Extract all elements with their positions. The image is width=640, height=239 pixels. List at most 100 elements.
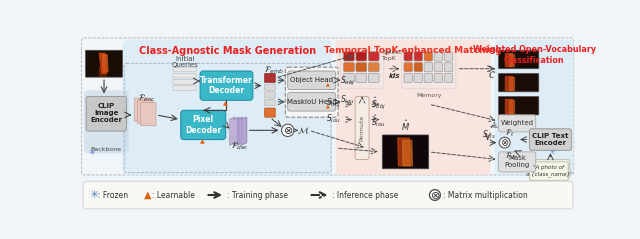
Text: ✳: ✳ — [549, 150, 555, 155]
Text: ✳: ✳ — [89, 190, 99, 200]
Text: $\mathcal{F}_{enc}$: $\mathcal{F}_{enc}$ — [138, 92, 156, 104]
Polygon shape — [230, 117, 235, 145]
FancyBboxPatch shape — [140, 103, 156, 126]
FancyBboxPatch shape — [424, 73, 433, 83]
Text: $S_{iou}$: $S_{iou}$ — [340, 93, 355, 106]
FancyBboxPatch shape — [434, 52, 443, 61]
FancyBboxPatch shape — [336, 39, 491, 175]
FancyBboxPatch shape — [499, 115, 536, 132]
FancyBboxPatch shape — [444, 73, 452, 83]
FancyBboxPatch shape — [424, 52, 433, 61]
FancyBboxPatch shape — [83, 181, 573, 209]
FancyBboxPatch shape — [173, 67, 196, 72]
FancyBboxPatch shape — [499, 50, 539, 69]
Text: "A photo of
a {class_name}": "A photo of a {class_name}" — [525, 165, 572, 177]
Text: ▲: ▲ — [326, 82, 330, 87]
Text: Object Head: Object Head — [290, 77, 333, 83]
Polygon shape — [241, 117, 246, 145]
FancyBboxPatch shape — [414, 52, 422, 61]
FancyBboxPatch shape — [264, 84, 275, 90]
Text: CLIP Text
Encoder: CLIP Text Encoder — [532, 133, 569, 146]
FancyBboxPatch shape — [285, 67, 338, 117]
FancyBboxPatch shape — [134, 98, 150, 121]
FancyBboxPatch shape — [404, 63, 412, 72]
FancyBboxPatch shape — [368, 52, 379, 61]
Text: $\mathcal{F}_{dec}$: $\mathcal{F}_{dec}$ — [231, 140, 249, 152]
Text: $S_{iou}$: $S_{iou}$ — [326, 113, 341, 125]
FancyBboxPatch shape — [288, 71, 336, 90]
Text: $\mathcal{F}_{emb}$: $\mathcal{F}_{emb}$ — [264, 65, 284, 76]
FancyBboxPatch shape — [356, 63, 367, 72]
FancyBboxPatch shape — [404, 52, 412, 61]
Circle shape — [499, 137, 510, 148]
Text: Weighted Open-Vocabulary
Classification: Weighted Open-Vocabulary Classification — [472, 45, 596, 65]
FancyBboxPatch shape — [173, 73, 196, 78]
Text: Mask
Pooling: Mask Pooling — [504, 155, 530, 168]
FancyBboxPatch shape — [434, 73, 443, 83]
FancyBboxPatch shape — [344, 63, 355, 72]
FancyBboxPatch shape — [368, 73, 379, 83]
Text: Backbone: Backbone — [91, 147, 122, 152]
FancyBboxPatch shape — [444, 52, 452, 61]
FancyBboxPatch shape — [123, 39, 332, 175]
Text: $\hat{S}_{iou}$: $\hat{S}_{iou}$ — [371, 113, 387, 129]
Text: $\otimes$: $\otimes$ — [500, 137, 509, 148]
FancyBboxPatch shape — [382, 135, 429, 169]
Text: $\mathcal{F}_v$: $\mathcal{F}_v$ — [505, 150, 515, 162]
Polygon shape — [99, 53, 106, 73]
Text: Initial
Queries: Initial Queries — [171, 56, 198, 68]
FancyBboxPatch shape — [344, 52, 355, 61]
FancyBboxPatch shape — [85, 50, 123, 77]
Text: : Matrix multiplication: : Matrix multiplication — [443, 190, 527, 200]
Text: ▲: ▲ — [326, 103, 330, 108]
FancyBboxPatch shape — [264, 92, 275, 98]
FancyBboxPatch shape — [495, 39, 573, 175]
FancyBboxPatch shape — [355, 97, 369, 160]
FancyBboxPatch shape — [529, 162, 568, 180]
Text: Temporal TopK-enhanced Matching: Temporal TopK-enhanced Matching — [324, 46, 502, 55]
Text: : Frozen: : Frozen — [98, 190, 128, 200]
Text: : Training phase: : Training phase — [227, 190, 288, 200]
Text: ✳: ✳ — [88, 148, 95, 157]
Text: ▲: ▲ — [223, 101, 228, 106]
FancyBboxPatch shape — [264, 108, 275, 117]
Text: $\hat{S}_{obj}$: $\hat{S}_{obj}$ — [371, 95, 387, 112]
FancyBboxPatch shape — [499, 152, 536, 172]
Text: Transformer
Decoder: Transformer Decoder — [200, 76, 253, 95]
FancyBboxPatch shape — [531, 160, 570, 178]
FancyBboxPatch shape — [414, 73, 422, 83]
FancyBboxPatch shape — [356, 52, 367, 61]
FancyBboxPatch shape — [264, 99, 275, 106]
FancyBboxPatch shape — [200, 71, 253, 100]
FancyBboxPatch shape — [344, 73, 355, 83]
Text: $\hat{M}$: $\hat{M}$ — [401, 119, 410, 133]
FancyBboxPatch shape — [499, 73, 539, 92]
Polygon shape — [397, 138, 410, 166]
FancyBboxPatch shape — [434, 63, 443, 72]
FancyBboxPatch shape — [368, 63, 379, 72]
FancyBboxPatch shape — [173, 80, 196, 84]
FancyBboxPatch shape — [499, 97, 539, 115]
FancyBboxPatch shape — [138, 100, 153, 123]
Polygon shape — [403, 140, 412, 166]
Text: $S_{obj}$: $S_{obj}$ — [326, 97, 341, 110]
Text: $\otimes$: $\otimes$ — [430, 190, 440, 201]
FancyBboxPatch shape — [402, 49, 456, 89]
Text: Memory: Memory — [416, 93, 442, 98]
Polygon shape — [102, 55, 108, 72]
Polygon shape — [234, 117, 239, 145]
Text: $\mathcal{C}$: $\mathcal{C}$ — [488, 69, 496, 80]
Text: ▲: ▲ — [145, 190, 152, 200]
Text: ids: ids — [389, 73, 401, 79]
Text: Pixel
Decoder: Pixel Decoder — [185, 115, 221, 135]
Text: ▲: ▲ — [200, 139, 205, 144]
Text: $S_{obj}$: $S_{obj}$ — [340, 75, 355, 88]
FancyBboxPatch shape — [424, 63, 433, 72]
FancyBboxPatch shape — [288, 92, 336, 111]
Text: $\mathcal{M}$: $\mathcal{M}$ — [297, 125, 309, 136]
FancyBboxPatch shape — [264, 73, 275, 83]
FancyBboxPatch shape — [356, 73, 367, 83]
Text: MaskIoU Head: MaskIoU Head — [287, 99, 337, 105]
FancyBboxPatch shape — [173, 86, 196, 90]
FancyBboxPatch shape — [414, 63, 422, 72]
